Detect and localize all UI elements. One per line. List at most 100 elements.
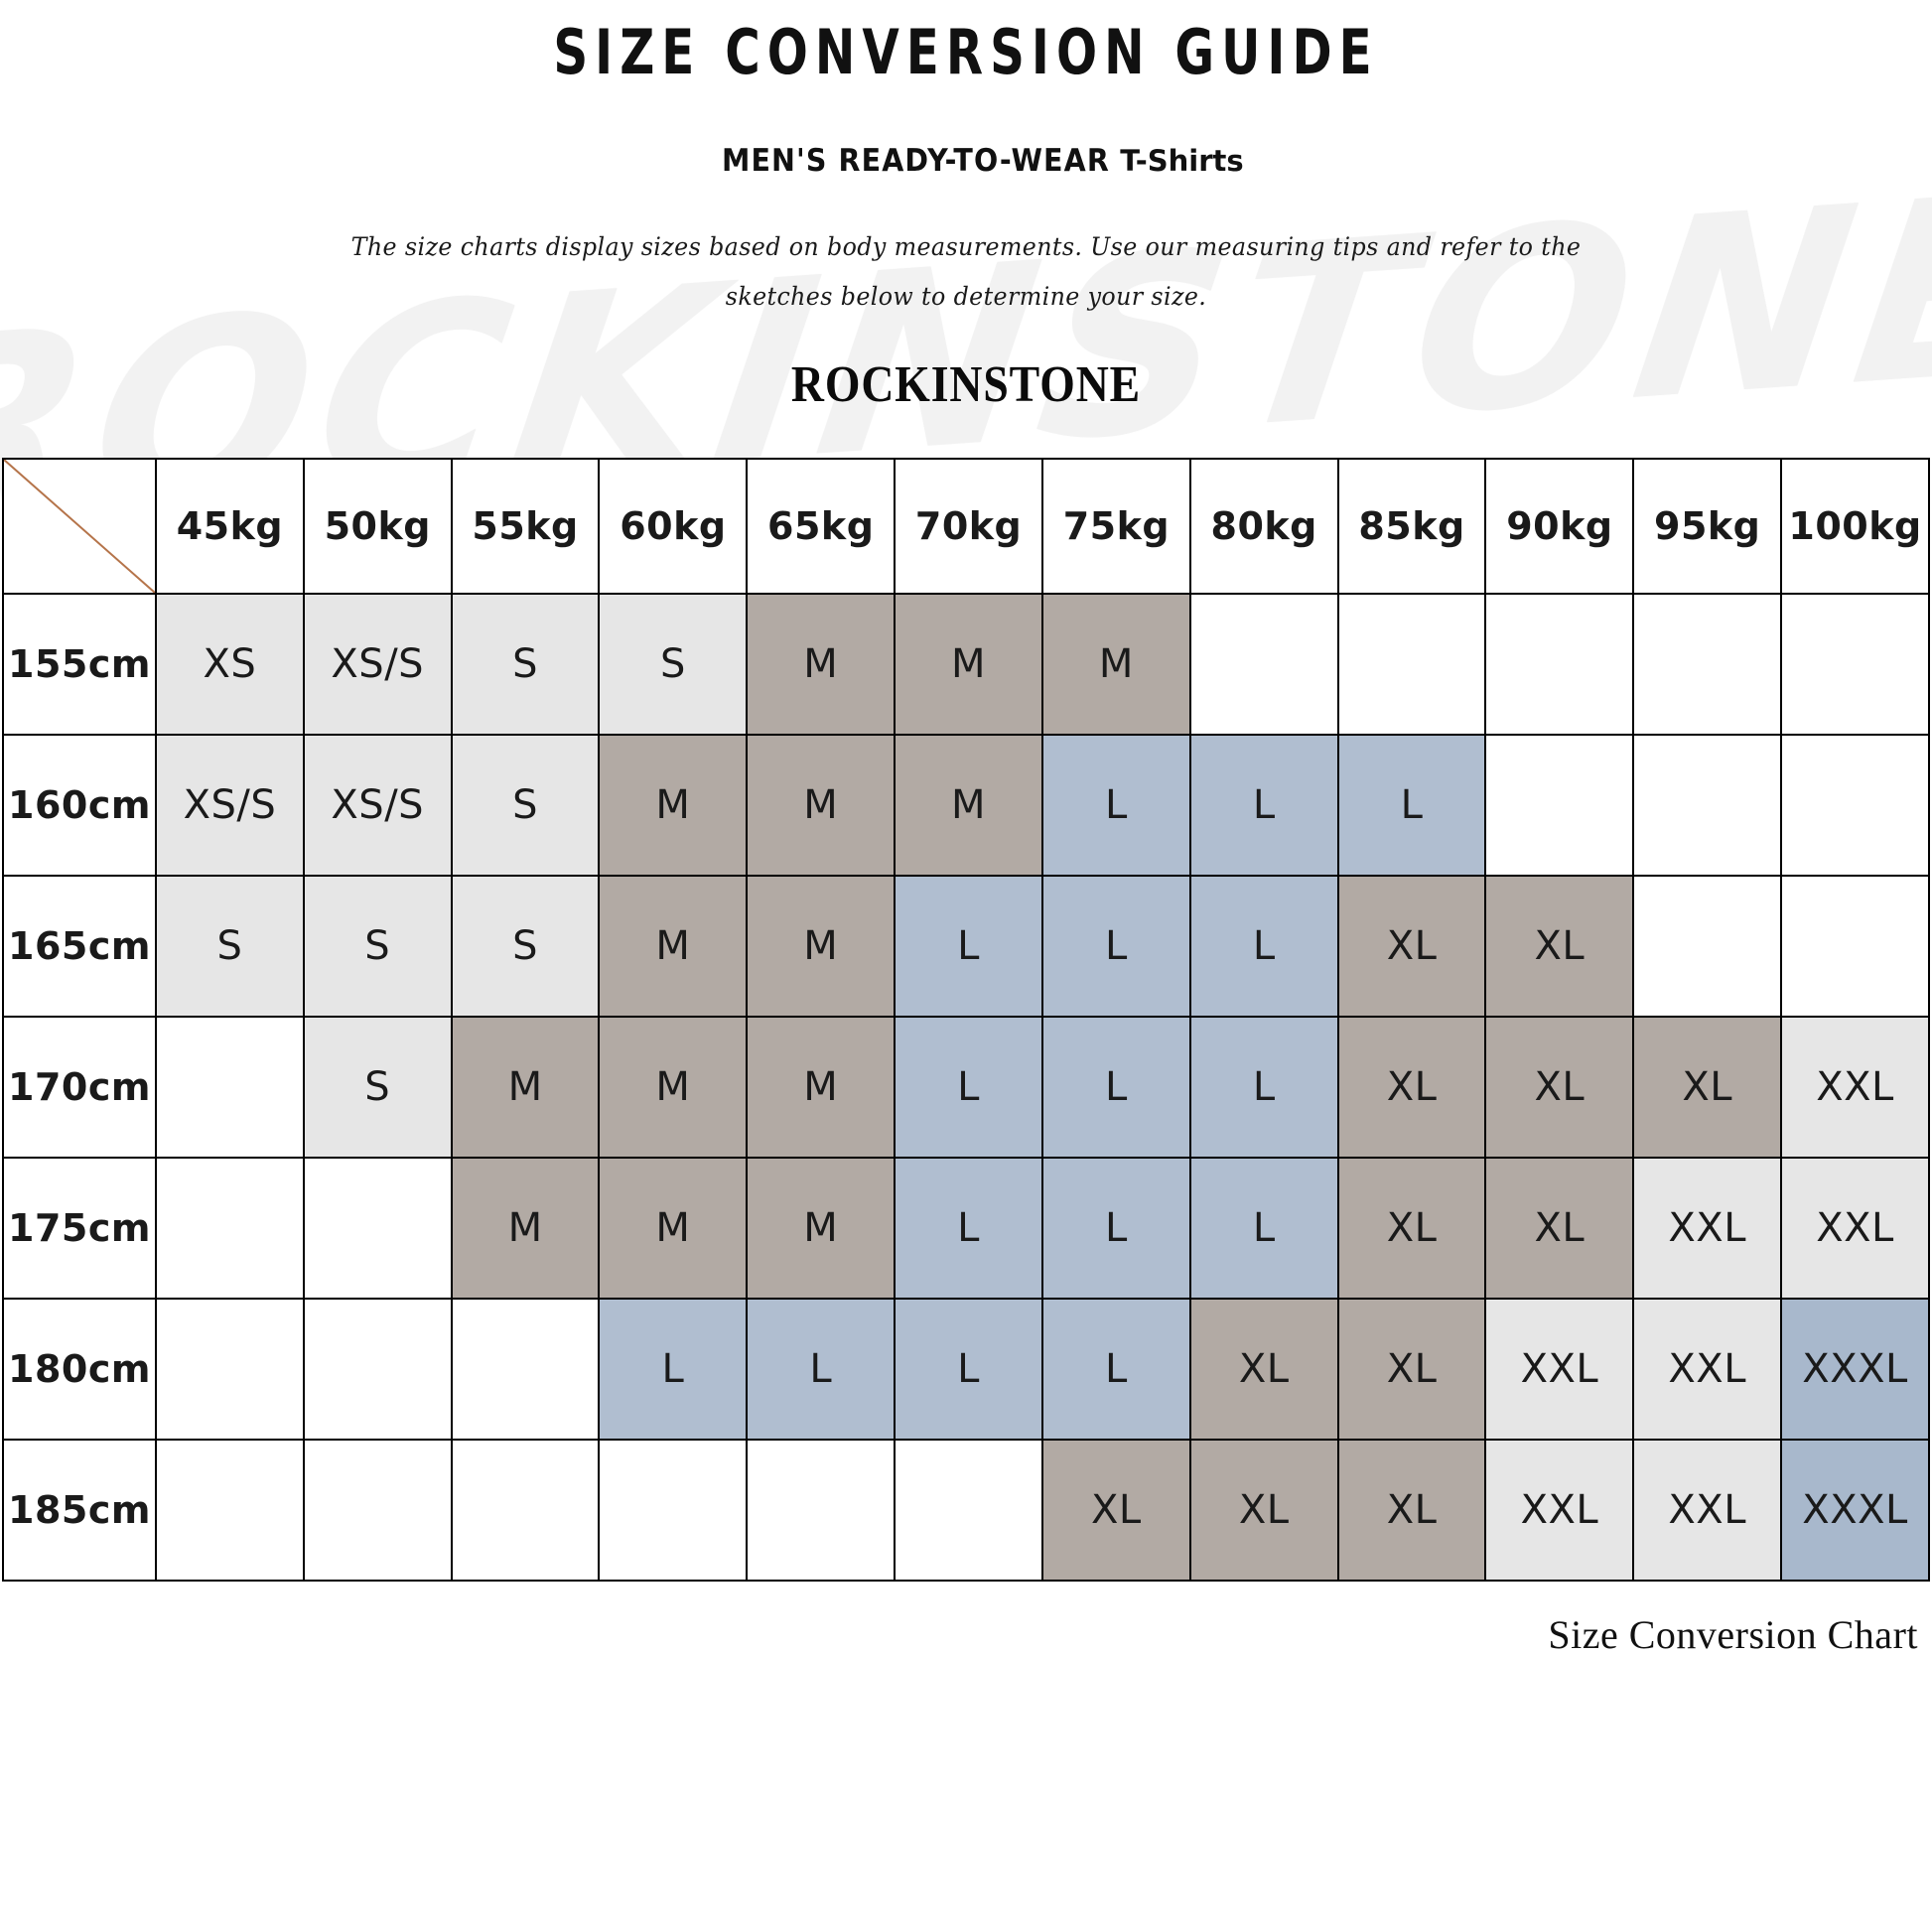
row-header-height: 165cm [2,874,157,1018]
size-cell: L [1188,874,1339,1018]
size-cell: M [746,1156,897,1300]
size-cell: XL [1632,1015,1783,1159]
size-cell: XXXL [1780,1297,1930,1441]
diagonal-divider-icon [4,459,155,593]
size-cell-empty [1188,592,1339,736]
column-header-weight: 65kg [746,457,897,595]
size-cell: M [450,1156,601,1300]
table-header-row: 45kg 50kg 55kg 60kg 65kg 70kg 75kg 80kg 85kg 90kg… [2,457,1930,595]
subtitle-product: T-Shirts [1120,143,1244,178]
size-cell-empty [155,1015,305,1159]
row-header-height: 180cm [2,1297,157,1441]
size-cell-empty [302,1156,453,1300]
size-cell: L [1188,1015,1339,1159]
size-cell: M [598,1156,749,1300]
size-cell: XS/S [155,733,305,877]
size-cell-empty [1780,874,1930,1018]
row-header-height: 170cm [2,1015,157,1159]
size-cell: XXL [1780,1156,1930,1300]
table-row: 175cm M M M L L L XL XL XXL XXL [2,1156,1930,1300]
size-cell-empty [1484,733,1635,877]
size-cell: S [155,874,305,1018]
size-cell: XS/S [302,733,453,877]
column-header-weight: 55kg [450,457,601,595]
size-cell: L [1040,1156,1191,1300]
size-cell: L [1188,1156,1339,1300]
size-cell-empty [450,1438,601,1582]
subtitle: MEN'S READY-TO-WEAR T-Shirts [0,143,1932,179]
size-cell: XL [1336,1156,1487,1300]
document-header: SIZE CONVERSION GUIDE MEN'S READY-TO-WEA… [0,0,1932,414]
size-cell: M [598,1015,749,1159]
row-header-height: 185cm [2,1438,157,1582]
size-cell-empty [1780,592,1930,736]
size-cell: XL [1188,1297,1339,1441]
size-cell: M [598,874,749,1018]
size-cell: L [1040,874,1191,1018]
size-cell: L [1040,1297,1191,1441]
size-cell: M [1040,592,1191,736]
footer-caption: Size Conversion Chart [1548,1611,1918,1657]
size-cell: L [598,1297,749,1441]
table-row: 160cm XS/S XS/S S M M M L L L [2,733,1930,877]
size-cell-empty [1632,733,1783,877]
table-row: 185cm XL XL XL XXL XXL XXXL [2,1438,1930,1582]
column-header-weight: 95kg [1632,457,1783,595]
size-cell: XL [1040,1438,1191,1582]
size-cell: M [746,733,897,877]
column-header-weight: 85kg [1336,457,1487,595]
size-cell: L [1336,733,1487,877]
size-cell-empty [1336,592,1487,736]
size-cell: XL [1484,874,1635,1018]
size-cell-empty [302,1438,453,1582]
size-cell-empty [1632,874,1783,1018]
brand-name: ROCKINSTONE [790,355,1142,413]
size-cell: L [894,874,1043,1018]
size-cell: S [450,592,601,736]
table-row: 155cm XS XS/S S S M M M [2,592,1930,736]
size-cell-empty [1484,592,1635,736]
table-row: 165cm S S S M M L L L XL XL [2,874,1930,1018]
size-cell: M [746,874,897,1018]
size-cell: M [746,1015,897,1159]
page-title: SIZE CONVERSION GUIDE [553,16,1379,88]
size-cell-empty [155,1156,305,1300]
column-header-weight: 50kg [302,457,453,595]
size-cell: M [450,1015,601,1159]
size-cell: S [598,592,749,736]
size-cell: M [746,592,897,736]
row-header-height: 160cm [2,733,157,877]
size-cell: XL [1336,1297,1487,1441]
size-cell-empty [155,1297,305,1441]
size-cell-empty [450,1297,601,1441]
subtitle-category: MEN'S READY-TO-WEAR [722,142,1111,179]
size-cell: S [302,1015,453,1159]
size-cell: M [894,733,1043,877]
column-header-weight: 45kg [155,457,305,595]
size-cell: L [1188,733,1339,877]
size-cell: XXL [1780,1015,1930,1159]
size-cell: XL [1336,1438,1487,1582]
size-cell: S [450,733,601,877]
size-cell: XXL [1484,1297,1635,1441]
size-cell: XL [1484,1015,1635,1159]
size-cell: L [1040,733,1191,877]
table-corner-cell [2,457,157,595]
row-header-height: 155cm [2,592,157,736]
size-cell-empty [894,1438,1043,1582]
size-cell: L [746,1297,897,1441]
description-text: The size charts display sizes based on b… [350,231,1582,311]
size-cell: XS/S [302,592,453,736]
size-cell: XXXL [1780,1438,1930,1582]
size-cell: XXL [1484,1438,1635,1582]
size-cell: M [894,592,1043,736]
size-cell-empty [746,1438,897,1582]
size-cell: M [598,733,749,877]
size-cell-empty [598,1438,749,1582]
size-cell: XL [1188,1438,1339,1582]
table-row: 170cm S M M M L L L XL XL XL XXL [2,1015,1930,1159]
size-cell-empty [1632,592,1783,736]
size-cell: XXL [1632,1438,1783,1582]
size-cell: XL [1336,874,1487,1018]
